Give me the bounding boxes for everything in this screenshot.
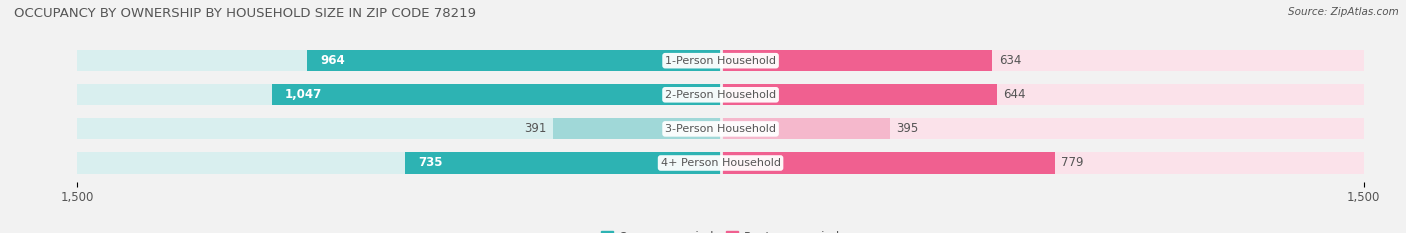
Text: 735: 735: [418, 157, 443, 169]
Text: 779: 779: [1062, 157, 1084, 169]
Bar: [721, 152, 1054, 174]
Text: 964: 964: [321, 54, 344, 67]
Text: OCCUPANCY BY OWNERSHIP BY HOUSEHOLD SIZE IN ZIP CODE 78219: OCCUPANCY BY OWNERSHIP BY HOUSEHOLD SIZE…: [14, 7, 477, 20]
Bar: [721, 50, 1364, 71]
Bar: [77, 50, 1364, 71]
Text: 2-Person Household: 2-Person Household: [665, 90, 776, 100]
Bar: [721, 118, 890, 140]
Text: 4+ Person Household: 4+ Person Household: [661, 158, 780, 168]
Bar: [77, 118, 1364, 140]
Bar: [721, 118, 1364, 140]
Bar: [721, 50, 993, 71]
Bar: [77, 152, 1364, 174]
Bar: [77, 50, 721, 71]
Text: 634: 634: [998, 54, 1021, 67]
Text: 391: 391: [524, 122, 547, 135]
Bar: [721, 84, 1364, 105]
Text: 644: 644: [1002, 88, 1025, 101]
Bar: [77, 84, 721, 105]
Bar: [77, 84, 1364, 105]
Text: 1,047: 1,047: [284, 88, 322, 101]
Bar: [553, 118, 721, 140]
Text: Source: ZipAtlas.com: Source: ZipAtlas.com: [1288, 7, 1399, 17]
Bar: [405, 152, 721, 174]
Text: 395: 395: [897, 122, 918, 135]
Bar: [721, 152, 1364, 174]
Bar: [77, 118, 721, 140]
Legend: Owner-occupied, Renter-occupied: Owner-occupied, Renter-occupied: [596, 226, 845, 233]
Text: 3-Person Household: 3-Person Household: [665, 124, 776, 134]
Bar: [77, 152, 721, 174]
Bar: [307, 50, 721, 71]
Bar: [721, 84, 997, 105]
Text: 1-Person Household: 1-Person Household: [665, 56, 776, 66]
Bar: [271, 84, 721, 105]
